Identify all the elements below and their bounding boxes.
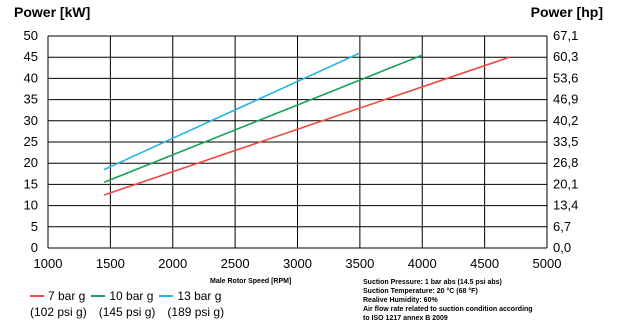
- y-tick-label-left: 5: [31, 219, 38, 234]
- legend-sub-13bar: (189 psi g): [167, 305, 225, 319]
- legend-item-10bar: 10 bar g: [91, 289, 153, 303]
- x-tick-label: 2000: [158, 256, 187, 271]
- legend-sub-7bar: (102 psi g): [30, 305, 87, 319]
- note-relative-humidity: Realive Humidity: 60%: [363, 297, 438, 304]
- legend-item-13bar: 13 bar g: [159, 289, 221, 303]
- x-tick-label: 4500: [470, 256, 499, 271]
- y-tick-label-right: 60,3: [553, 49, 578, 64]
- conditions-notes: Suction Pressure: 1 bar abs (14.5 psi ab…: [363, 278, 533, 323]
- x-tick-label: 5000: [533, 256, 562, 271]
- y-tick-label-left: 0: [31, 240, 38, 255]
- y-axis-title-right: Power [hp]: [530, 4, 603, 20]
- y-tick-label-right: 20,1: [553, 176, 578, 191]
- x-tick-label: 1000: [34, 256, 63, 271]
- y-tick-label-left: 15: [24, 176, 38, 191]
- y-axis-title-left: Power [kW]: [14, 4, 91, 20]
- y-tick-label-right: 33,5: [553, 134, 578, 149]
- x-axis-title: Male Rotor Speed [RPM]: [210, 278, 292, 285]
- x-tick-label: 2500: [221, 256, 250, 271]
- legend-label-7bar: 7 bar g: [48, 289, 86, 303]
- y-tick-label-left: 35: [24, 92, 38, 107]
- x-tick-label: 3000: [283, 256, 312, 271]
- y-tick-label-right: 53,6: [553, 70, 578, 85]
- series-line-1: [103, 54, 423, 184]
- y-tick-label-left: 40: [24, 70, 38, 85]
- note-air-flow: Air flow rate related to suction conditi…: [363, 306, 533, 313]
- y-tick-label-right: 13,4: [553, 198, 578, 213]
- x-tick-label: 3500: [345, 256, 374, 271]
- y-tick-label-left: 10: [24, 198, 38, 213]
- x-tick-label: 1500: [96, 256, 125, 271]
- y-tick-label-left: 25: [24, 134, 38, 149]
- x-tick-label: 4000: [408, 256, 437, 271]
- legend-swatch-10bar: [91, 295, 106, 297]
- legend-item-7bar: 7 bar g: [30, 289, 85, 303]
- legend-sub-10bar: (145 psi g): [98, 305, 156, 319]
- y-tick-label-right: 46,9: [553, 92, 578, 107]
- y-tick-label-right: 40,2: [553, 113, 578, 128]
- y-tick-label-left: 50: [24, 28, 38, 43]
- legend-swatch-13bar: [159, 295, 174, 297]
- note-suction-pressure: Suction Pressure: 1 bar abs (14.5 psi ab…: [363, 279, 502, 286]
- series-line-0: [103, 56, 510, 196]
- legend: 7 bar g 10 bar g 13 bar g (102 psi g) (1…: [30, 289, 236, 319]
- legend-swatch-7bar: [30, 295, 44, 297]
- y-tick-label-right: 67,1: [553, 28, 578, 43]
- y-tick-label-left: 20: [24, 155, 38, 170]
- y-tick-label-right: 0,0: [553, 240, 571, 255]
- series-line-2: [103, 52, 361, 171]
- legend-label-13bar: 13 bar g: [177, 289, 222, 303]
- note-iso: to ISO 1217 annex B 2009: [363, 315, 448, 322]
- legend-label-10bar: 10 bar g: [109, 289, 154, 303]
- note-suction-temperature: Suction Temperature: 20 °C (68 °F): [363, 288, 478, 295]
- y-tick-label-right: 6,7: [553, 219, 571, 234]
- y-tick-label-right: 26,8: [553, 155, 578, 170]
- y-tick-label-left: 45: [24, 49, 38, 64]
- y-tick-label-left: 30: [24, 113, 38, 128]
